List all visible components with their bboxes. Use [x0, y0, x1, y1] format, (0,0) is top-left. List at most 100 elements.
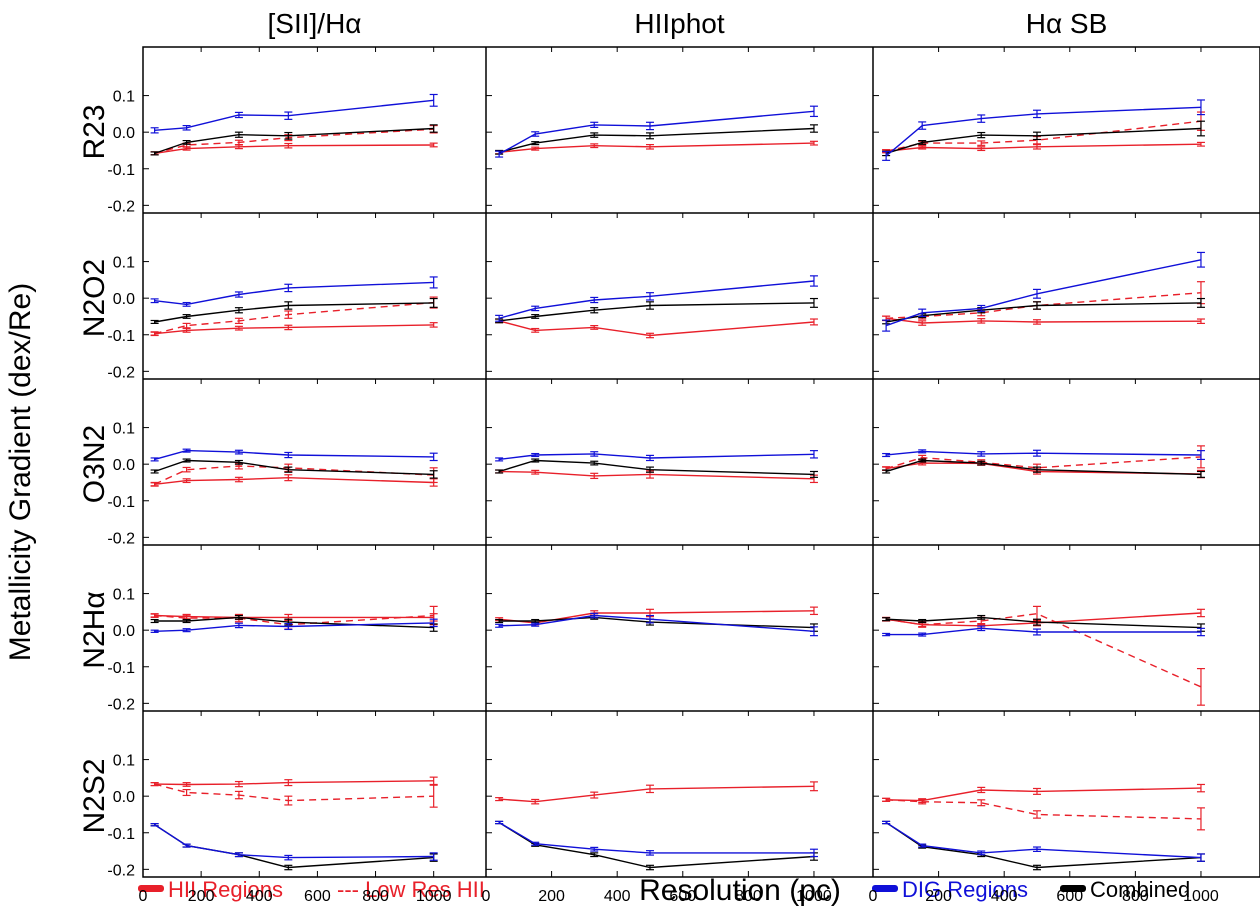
series-line-hii	[498, 320, 815, 337]
panel-n2hα-1	[495, 606, 818, 637]
panel-n2s2-2	[882, 783, 1205, 871]
row-label-o3n2: O3N2	[78, 425, 111, 503]
series-line-dig	[498, 280, 815, 319]
series-line-lowres	[154, 783, 434, 802]
x-tick-label: 1000	[416, 888, 452, 905]
series-line-hii	[886, 787, 1202, 802]
legend-hii-label: HII Regions	[168, 877, 283, 902]
y-tick-label: 0.1	[113, 89, 135, 106]
x-tick-label: 200	[538, 888, 565, 905]
series-line-combined	[154, 824, 434, 869]
x-tick-label: 800	[362, 888, 389, 905]
x-tick-label: 200	[925, 888, 952, 905]
y-tick-label: -0.1	[107, 494, 135, 511]
series-line-dig	[154, 824, 434, 859]
x-tick-label: 400	[604, 888, 631, 905]
y-tick-label: -0.2	[107, 364, 135, 381]
x-tick-label: 1000	[1183, 888, 1219, 905]
panel-r23-0	[150, 93, 438, 156]
series-line-dig	[154, 281, 434, 306]
series-line-hii	[154, 780, 434, 786]
legend-lowres-label: --- Low Res HII	[337, 877, 485, 902]
series-line-dig	[885, 106, 1202, 157]
series-line-combined	[499, 302, 815, 322]
x-tick-label: 0	[869, 888, 878, 905]
series-line-dig	[885, 259, 1202, 327]
panel-n2s2-1	[495, 781, 818, 871]
y-tick-label: 0.1	[113, 587, 135, 604]
series-line-combined	[885, 127, 1202, 155]
series-line-combined	[154, 302, 434, 323]
y-tick-label: -0.1	[107, 826, 135, 843]
series-line-dig	[154, 99, 434, 131]
panel-r23-2	[882, 99, 1205, 161]
axis-ticks	[142, 47, 1202, 877]
y-tick-label: -0.1	[107, 328, 135, 345]
row-label-n2hα: N2Hα	[78, 591, 111, 668]
x-tick-label: 0	[139, 888, 148, 905]
x-tick-label: 800	[735, 888, 762, 905]
series-line-hii	[886, 143, 1202, 152]
chart-text: Metallicity Gradient (dex/Re) Resolution…	[4, 8, 1219, 907]
x-tick-label: 400	[246, 888, 273, 905]
x-tick-label: 0	[482, 888, 491, 905]
legend-dig-label: DIG Regions	[902, 877, 1028, 902]
panel-n2o2-0	[150, 276, 438, 337]
series-line-dig	[154, 622, 434, 632]
y-tick-label: 0.0	[113, 457, 135, 474]
legend-hii-swatch	[138, 885, 164, 892]
series-line-dig	[499, 453, 815, 461]
y-tick-label: 0.0	[113, 623, 135, 640]
outer-frame	[142, 46, 1260, 878]
y-tick-label: -0.1	[107, 162, 135, 179]
panel-o3n2-2	[882, 445, 1205, 479]
panel-n2hα-0	[150, 605, 438, 633]
data-series	[150, 93, 1205, 871]
y-tick-label: -0.2	[107, 530, 135, 547]
y-tick-label: -0.1	[107, 660, 135, 677]
series-line-lowres	[886, 799, 1202, 820]
series-line-hii	[499, 785, 815, 803]
series-line-lowres	[154, 301, 434, 335]
x-tick-label: 1000	[796, 888, 832, 905]
y-tick-label: 0.0	[113, 291, 135, 308]
series-line-combined	[885, 821, 1202, 869]
series-line-dig	[498, 821, 814, 854]
y-axis-title: Metallicity Gradient (dex/Re)	[4, 283, 37, 661]
y-tick-label: 0.1	[113, 753, 135, 770]
panel-n2hα-2	[882, 605, 1205, 706]
series-line-dig	[154, 449, 434, 461]
series-line-combined	[154, 127, 434, 155]
series-line-hii	[154, 614, 434, 619]
series-line-dig	[885, 821, 1202, 859]
series-line-dig	[886, 450, 1202, 456]
series-line-combined	[886, 616, 1202, 629]
panel-n2o2-1	[495, 275, 818, 339]
panel-n2o2-2	[882, 251, 1205, 332]
panel-o3n2-0	[150, 448, 438, 487]
column-title-0: [SII]/Hα	[268, 8, 362, 39]
x-tick-label: 600	[304, 888, 331, 905]
column-title-2: Hα SB	[1026, 8, 1108, 39]
series-line-hii	[154, 324, 434, 335]
panel-n2s2-0	[150, 776, 438, 871]
y-tick-label: 0.1	[113, 421, 135, 438]
x-tick-label: 600	[1056, 888, 1083, 905]
series-line-hii	[499, 142, 815, 153]
legend-dig-swatch	[872, 885, 898, 892]
x-tick-label: 400	[991, 888, 1018, 905]
row-label-n2s2: N2S2	[78, 758, 111, 833]
series-line-dig	[886, 627, 1201, 636]
y-tick-label: 0.0	[113, 125, 135, 142]
y-tick-label: -0.2	[107, 198, 135, 215]
series-line-hii	[886, 317, 1202, 324]
legend-combined-swatch	[1060, 885, 1086, 892]
y-tick-label: 0.0	[113, 789, 135, 806]
column-title-1: HIIphot	[634, 8, 724, 39]
row-label-n2o2: N2O2	[78, 259, 111, 337]
series-line-hii	[154, 476, 434, 485]
x-tick-label: 200	[188, 888, 215, 905]
panel-o3n2-1	[495, 450, 818, 484]
y-tick-label: -0.2	[107, 696, 135, 713]
